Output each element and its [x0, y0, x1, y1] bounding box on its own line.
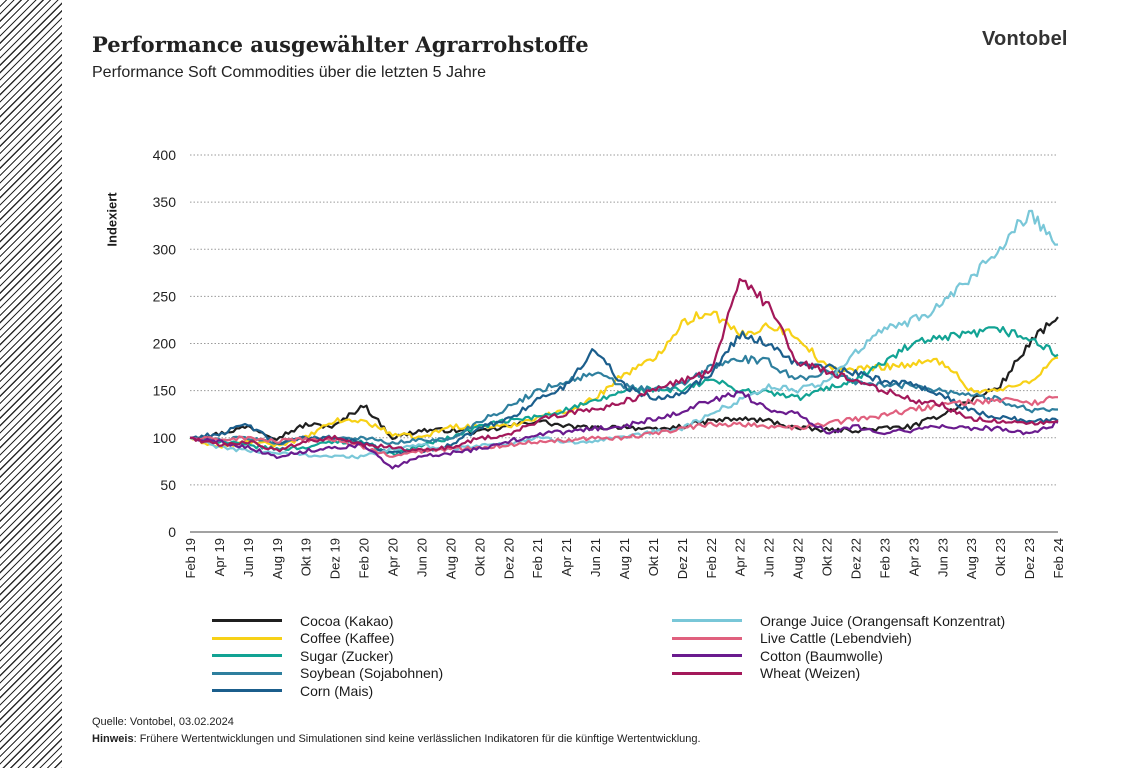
chart-title: Performance ausgewählter Agrarrohstoffe: [92, 32, 589, 57]
legend-label: Live Cattle (Lebendvieh): [760, 630, 912, 646]
legend-swatch: [212, 671, 282, 675]
x-tick-label: Feb 23: [877, 538, 892, 578]
line-chart: 0 50 100 150 200 250 300 350 400 Feb 19 Apr 19 Jun…: [153, 147, 1066, 579]
x-tick-label: Aug 19: [270, 538, 285, 579]
legend-label: Soybean (Sojabohnen): [300, 665, 444, 681]
x-tick-label: Okt 19: [299, 538, 314, 576]
legend-item: Soybean (Sojabohnen): [212, 665, 443, 682]
legend-item: Coffee (Kaffee): [212, 630, 394, 647]
x-tick-label: Jun 19: [241, 538, 256, 577]
legend-label: Cocoa (Kakao): [300, 612, 394, 629]
legend-swatch: [212, 636, 282, 640]
series-line-1: [189, 310, 1059, 449]
x-tick-label: Feb 21: [530, 538, 545, 578]
legend-item: Cotton (Baumwolle): [672, 647, 883, 664]
x-tick-label: Okt 20: [472, 538, 487, 576]
legend-swatch: [672, 671, 742, 675]
chart-legend: Cocoa (Kakao) Coffee (Kaffee) Sugar (Zucke…: [212, 612, 1072, 702]
y-tick-label: 200: [153, 336, 177, 352]
y-tick-label: 50: [160, 477, 176, 493]
disclaimer-note: Hinweis: Frühere Wertentwicklungen und S…: [92, 733, 701, 745]
series-line-6: [189, 395, 1058, 458]
legend-swatch: [672, 636, 742, 640]
y-tick-label: 300: [153, 241, 177, 257]
x-tick-label: Dez 20: [501, 538, 516, 579]
x-tick-label: Aug 23: [964, 538, 979, 579]
vontobel-logo: Vontobel: [982, 28, 1068, 50]
x-tick-label: Apr 19: [212, 538, 227, 576]
series-line-8: [189, 278, 1059, 453]
x-tick-label: Aug 22: [791, 538, 806, 579]
x-tick-label: Feb 19: [183, 538, 198, 578]
legend-swatch: [212, 619, 282, 622]
x-tick-label: Aug 20: [443, 538, 458, 579]
hatched-side-strip: [0, 0, 62, 768]
x-tick-label: Dez 19: [328, 538, 343, 579]
x-tick-label: Aug 21: [617, 538, 632, 579]
legend-label: Corn (Mais): [300, 682, 374, 699]
legend-swatch: [212, 654, 282, 657]
series-line-0: [189, 316, 1059, 441]
x-tick-label: Jun 20: [414, 538, 429, 577]
series-line-7: [189, 390, 1059, 470]
x-tick-label: Apr 22: [733, 538, 748, 576]
legend-swatch: [212, 689, 282, 692]
legend-item: Sugar (Zucker): [212, 647, 393, 664]
y-tick-label: 0: [168, 524, 176, 540]
x-tick-label: Feb 22: [704, 538, 719, 578]
x-tick-labels: Feb 19 Apr 19 Jun 19 Aug 19 Okt 19 Dez 19 Feb …: [183, 538, 1066, 579]
x-tick-label: Apr 21: [559, 538, 574, 576]
legend-item: Corn (Mais): [212, 682, 373, 699]
x-tick-label: Apr 23: [906, 538, 921, 576]
legend-label: Coffee (Kaffee): [300, 630, 395, 646]
legend-label: Sugar (Zucker): [300, 647, 394, 664]
x-tick-label: Dez 23: [1022, 538, 1037, 579]
y-tick-label: 150: [153, 383, 177, 399]
source-note: Quelle: Vontobel, 03.02.2024: [92, 716, 234, 728]
chart-subtitle: Performance Soft Commodities über die le…: [92, 64, 486, 81]
legend-item: Live Cattle (Lebendvieh): [672, 630, 912, 647]
x-tick-label: Dez 22: [848, 538, 863, 579]
x-tick-label: Apr 20: [386, 538, 401, 576]
legend-swatch: [672, 619, 742, 622]
x-tick-label: Feb 20: [357, 538, 372, 578]
x-tick-label: Feb 24: [1051, 538, 1066, 578]
legend-label: Wheat (Weizen): [760, 665, 861, 681]
legend-item: Orange Juice (Orangensaft Konzentrat): [672, 612, 1005, 629]
x-tick-label: Okt 21: [646, 538, 661, 576]
x-tick-label: Okt 22: [820, 538, 835, 576]
x-tick-label: Jun 21: [588, 538, 603, 577]
series-line-5: [189, 209, 1059, 460]
legend-item: Wheat (Weizen): [672, 665, 860, 682]
x-tick-label: Dez 21: [675, 538, 690, 579]
legend-swatch: [672, 654, 742, 657]
disclaimer-text: : Frühere Wertentwicklungen und Simulati…: [133, 733, 701, 745]
legend-label: Orange Juice (Orangensaft Konzentrat): [760, 612, 1006, 629]
series-layer: [189, 209, 1059, 470]
x-tick-label: Jun 22: [762, 538, 777, 577]
y-tick-labels: 0 50 100 150 200 250 300 350 400: [153, 147, 177, 540]
x-tick-label: Jun 23: [935, 538, 950, 577]
grid-layer: [190, 154, 1058, 533]
x-tick-label: Okt 23: [993, 538, 1008, 576]
y-tick-label: 350: [153, 194, 177, 210]
y-tick-label: 100: [153, 430, 177, 446]
y-tick-label: 250: [153, 288, 177, 304]
y-tick-label: 400: [153, 147, 177, 163]
legend-label: Cotton (Baumwolle): [760, 647, 883, 664]
legend-item: Cocoa (Kakao): [212, 612, 393, 629]
disclaimer-label: Hinweis: [92, 733, 134, 745]
series-line-3: [189, 354, 1058, 446]
series-line-4: [189, 330, 1059, 455]
